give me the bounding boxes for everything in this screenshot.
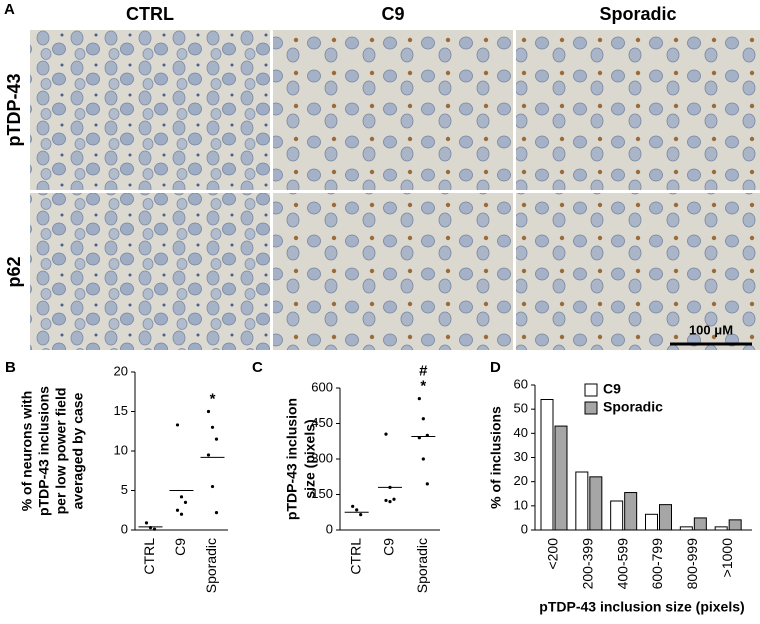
panel-label: B [5, 359, 16, 376]
x-tick-label: CTRL [347, 538, 363, 575]
bar [728, 519, 742, 531]
y-tick-label: 20 [114, 363, 128, 378]
bar [659, 504, 672, 531]
data-point [175, 508, 180, 512]
y-tick-label: 30 [514, 449, 528, 464]
x-axis-label: pTDP-43 inclusion size (pixels) [539, 599, 744, 615]
column-heading: Sporadic [599, 4, 676, 24]
y-tick-label: 300 [311, 450, 333, 465]
y-axis-label: % of inclusions [488, 406, 504, 509]
y-tick-label: 0 [121, 521, 128, 536]
y-axis-label: pTDP-43 inclusions [36, 386, 52, 516]
data-point [210, 484, 215, 489]
data-point [384, 498, 388, 503]
x-tick-label: C9 [172, 538, 188, 556]
column-heading: CTRL [126, 4, 174, 24]
x-tick-label: 600-799 [649, 538, 665, 590]
scale-bar-label: 100 μM [689, 322, 733, 337]
bar [624, 492, 638, 531]
legend-label: Sporadic [603, 399, 663, 415]
data-point [388, 500, 392, 504]
data-point [355, 508, 359, 512]
data-point [384, 432, 388, 436]
micrograph [273, 30, 513, 190]
row-heading: pTDP-43 [4, 73, 24, 146]
data-point [421, 457, 425, 461]
y-tick-label: 150 [311, 486, 333, 501]
data-point [417, 397, 421, 401]
bar [610, 500, 624, 531]
legend-swatch [584, 401, 598, 415]
y-tick-label: 0 [521, 521, 528, 536]
y-tick-label: 5 [121, 482, 128, 497]
y-tick-label: 40 [514, 425, 528, 440]
y-tick-label: 20 [514, 473, 528, 488]
data-point [214, 511, 219, 515]
x-tick-label: <200 [545, 538, 561, 570]
x-tick-label: 200-399 [580, 538, 596, 590]
bar [714, 526, 728, 531]
y-tick-label: 10 [514, 497, 528, 512]
micrograph [30, 30, 270, 190]
x-tick-label: >1000 [719, 538, 735, 578]
bar [540, 399, 554, 531]
x-tick-label: Sporadic [414, 538, 430, 593]
column-heading: C9 [381, 4, 404, 24]
y-axis-label: pTDP-43 inclusion [284, 398, 300, 520]
y-axis-label: per low power field [53, 388, 69, 515]
x-tick-label: Sporadic [203, 538, 219, 593]
panel-label: D [490, 359, 501, 376]
data-point [206, 453, 211, 457]
panel-label: A [4, 1, 15, 18]
x-tick-label: 800-999 [684, 538, 700, 590]
legend-swatch [584, 383, 598, 397]
micrograph [30, 193, 270, 350]
data-point [152, 527, 157, 531]
y-tick-label: 50 [514, 401, 528, 416]
y-tick-label: 15 [114, 403, 128, 418]
data-point [421, 417, 425, 421]
bar [575, 471, 589, 531]
micrograph [273, 193, 513, 350]
bar [693, 517, 707, 531]
bar [645, 513, 658, 531]
micrographs: 100 μM [30, 30, 760, 350]
y-tick-label: 600 [311, 379, 333, 394]
x-tick-label: CTRL [141, 538, 157, 575]
legend-label: C9 [603, 381, 621, 397]
y-tick-label: 10 [114, 442, 128, 457]
data-point [206, 409, 211, 414]
x-tick-label: 400-599 [614, 538, 630, 590]
data-point [214, 437, 219, 441]
data-point [179, 512, 184, 516]
annotation: * [210, 390, 216, 407]
data-point [175, 423, 180, 427]
micrograph [516, 30, 760, 190]
data-point [183, 500, 188, 504]
bar [554, 425, 568, 531]
y-tick-label: 450 [311, 415, 333, 430]
y-axis-label: size (pixels) [302, 419, 318, 498]
data-point [351, 504, 355, 508]
data-point [144, 521, 149, 525]
panel-label: C [252, 359, 263, 376]
micrograph [516, 193, 760, 350]
y-axis-label: % of neurons with [19, 391, 35, 512]
annotation: * [420, 378, 426, 395]
y-tick-label: 60 [514, 376, 528, 391]
bar [589, 476, 603, 531]
data-point [179, 495, 184, 499]
y-tick-label: 0 [326, 521, 333, 536]
data-point [359, 513, 363, 517]
bar [679, 526, 693, 531]
x-tick-label: C9 [381, 538, 397, 556]
y-axis-label: averaged by case [70, 392, 86, 509]
data-point [210, 425, 215, 429]
row-heading: p62 [4, 256, 24, 287]
data-point [392, 497, 396, 501]
data-point [425, 482, 429, 486]
annotation: # [419, 363, 428, 380]
